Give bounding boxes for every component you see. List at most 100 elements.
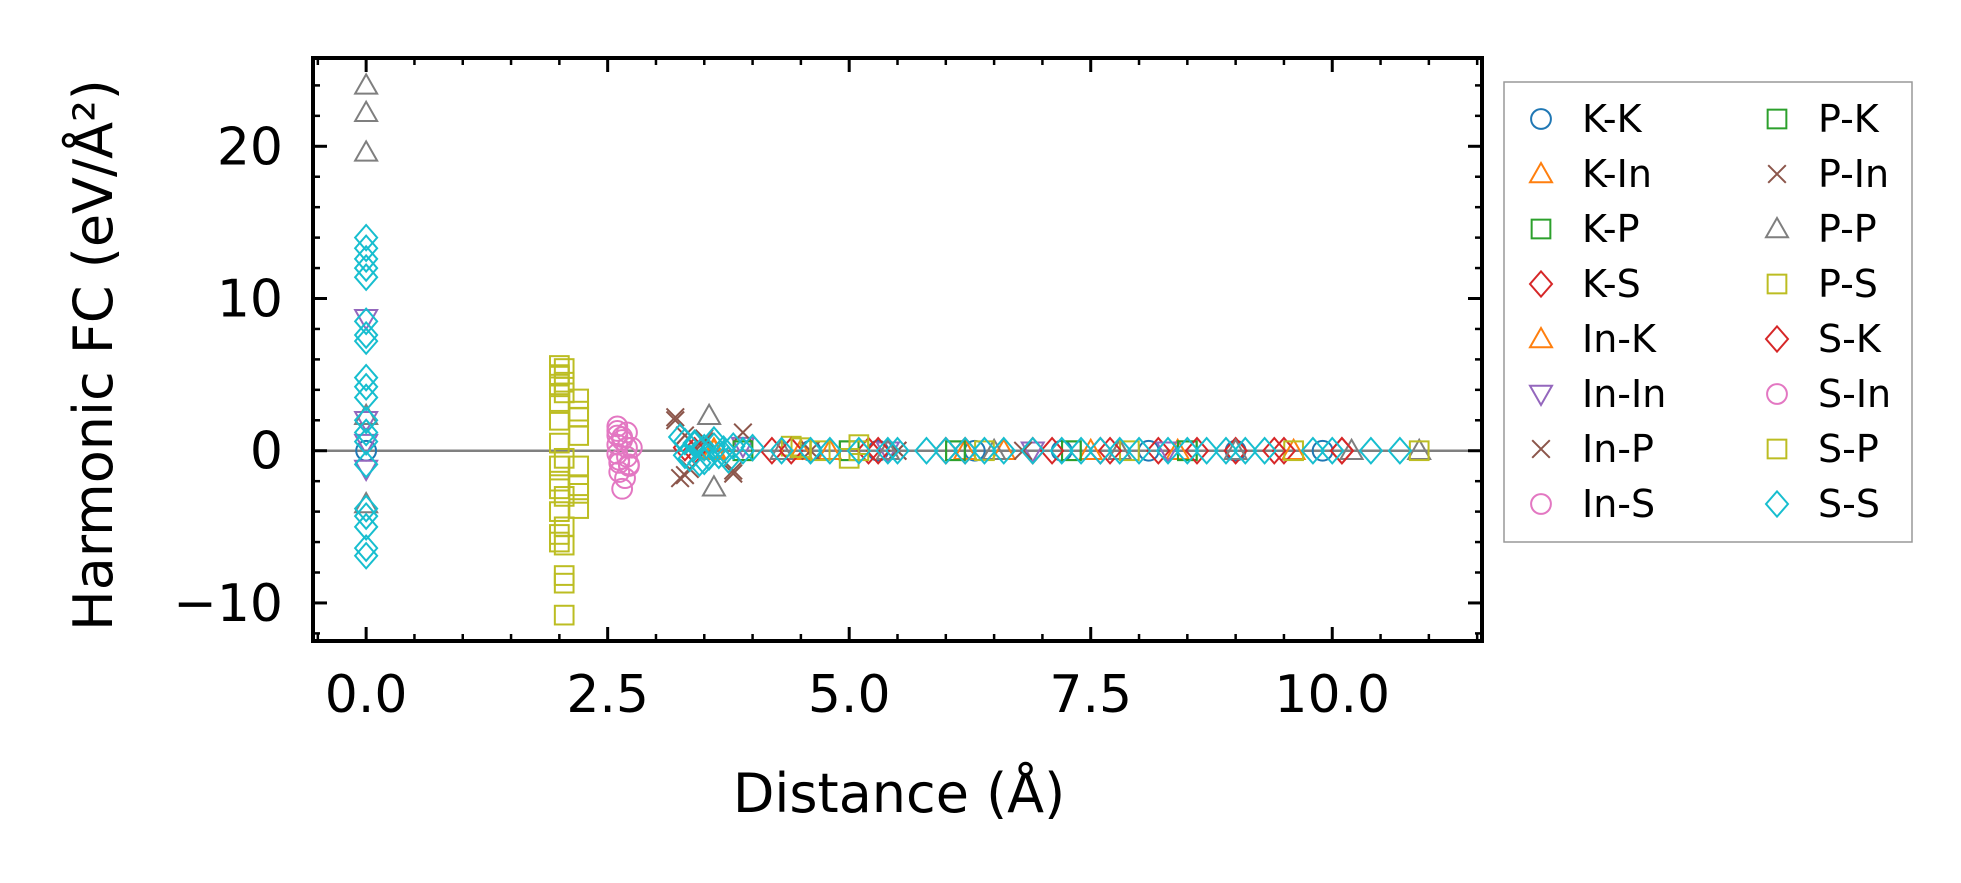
data-point bbox=[691, 433, 717, 462]
data-point bbox=[549, 524, 570, 545]
data-point bbox=[1184, 436, 1210, 465]
legend-marker bbox=[1766, 438, 1788, 460]
legend-marker bbox=[1766, 273, 1788, 295]
data-point bbox=[353, 406, 379, 435]
data-point bbox=[672, 441, 698, 470]
legend-label: K-In bbox=[1582, 152, 1652, 196]
legend: K-K K-In K-P K-S In-K In-In In-P In-S P-K P-In P-P… bbox=[1503, 81, 1913, 543]
data-point bbox=[568, 498, 590, 519]
data-point bbox=[553, 371, 575, 393]
data-point bbox=[790, 437, 812, 459]
data-point bbox=[701, 431, 727, 461]
data-point bbox=[553, 572, 575, 594]
legend-item: In-K bbox=[1528, 317, 1657, 361]
data-point bbox=[1222, 437, 1249, 460]
legend-marker bbox=[1531, 439, 1551, 459]
data-point bbox=[759, 436, 785, 465]
data-point bbox=[353, 433, 379, 457]
legend-item: In-In bbox=[1528, 372, 1666, 416]
data-point bbox=[353, 512, 379, 542]
x-tick-label: 2.5 bbox=[566, 665, 649, 725]
data-point bbox=[353, 320, 379, 350]
legend-label: S-In bbox=[1818, 372, 1891, 416]
series-s-in bbox=[606, 420, 640, 490]
data-point bbox=[353, 450, 379, 479]
series-s-s bbox=[353, 223, 1413, 570]
data-point bbox=[972, 436, 997, 465]
legend-label: K-P bbox=[1582, 207, 1640, 251]
data-point bbox=[1107, 436, 1133, 465]
data-point bbox=[353, 418, 379, 447]
data-point bbox=[1358, 436, 1384, 465]
legend-marker bbox=[1766, 108, 1788, 130]
data-point bbox=[1126, 436, 1152, 465]
x-tick-label: 5.0 bbox=[808, 665, 891, 725]
data-point bbox=[568, 475, 590, 497]
data-point bbox=[723, 464, 743, 484]
data-point bbox=[353, 72, 379, 95]
data-point bbox=[1013, 441, 1033, 461]
data-point bbox=[1155, 436, 1181, 465]
legend-label: K-K bbox=[1582, 97, 1643, 141]
data-point bbox=[549, 478, 570, 500]
data-point bbox=[616, 436, 638, 459]
legend-label: P-K bbox=[1818, 97, 1880, 141]
data-point bbox=[701, 474, 727, 497]
data-point bbox=[553, 447, 575, 469]
data-point bbox=[1194, 436, 1219, 465]
data-point bbox=[875, 437, 901, 460]
data-point bbox=[1020, 436, 1046, 465]
data-point bbox=[353, 363, 379, 392]
legend-marker bbox=[1530, 108, 1552, 130]
data-point bbox=[1175, 436, 1200, 465]
data-point bbox=[933, 436, 959, 465]
data-point bbox=[723, 461, 743, 481]
legend-item: S-K bbox=[1764, 317, 1882, 361]
legend-item: K-In bbox=[1528, 152, 1652, 196]
y-tick-label: 20 bbox=[217, 117, 283, 177]
legend-marker bbox=[1528, 160, 1554, 184]
legend-item: S-P bbox=[1766, 427, 1879, 471]
data-point bbox=[568, 425, 590, 446]
data-point bbox=[568, 400, 590, 422]
data-point bbox=[353, 99, 379, 123]
data-point bbox=[875, 441, 901, 464]
data-point bbox=[846, 436, 872, 465]
data-point bbox=[1300, 436, 1326, 465]
x-tick-label: 7.5 bbox=[1049, 665, 1132, 725]
data-point bbox=[553, 358, 575, 379]
data-point bbox=[665, 407, 685, 427]
data-point bbox=[817, 436, 843, 465]
data-point bbox=[353, 541, 379, 570]
legend-label: In-K bbox=[1582, 317, 1657, 361]
data-point bbox=[672, 427, 698, 456]
legend-item: P-S bbox=[1766, 262, 1878, 306]
legend-label: In-S bbox=[1582, 482, 1655, 526]
data-point bbox=[1252, 436, 1277, 465]
data-point bbox=[1232, 436, 1258, 465]
data-point bbox=[1039, 436, 1065, 465]
legend-item: K-S bbox=[1528, 262, 1641, 306]
legend-box bbox=[1503, 81, 1913, 543]
data-point bbox=[885, 436, 910, 465]
data-point bbox=[553, 565, 575, 586]
legend-item: In-P bbox=[1531, 427, 1654, 471]
data-point bbox=[606, 420, 629, 442]
data-point bbox=[1020, 441, 1046, 464]
data-point bbox=[353, 139, 379, 162]
data-point bbox=[1280, 437, 1307, 460]
legend-label: K-S bbox=[1582, 262, 1641, 306]
data-point bbox=[1088, 436, 1113, 465]
data-point bbox=[353, 234, 379, 263]
y-tick-label: 0 bbox=[250, 422, 283, 482]
data-point bbox=[788, 437, 814, 460]
legend-item: S-In bbox=[1766, 372, 1891, 416]
y-tick-label: −10 bbox=[173, 574, 283, 634]
data-point bbox=[682, 428, 707, 458]
data-point bbox=[549, 470, 570, 492]
legend-label: S-K bbox=[1818, 317, 1882, 361]
data-point bbox=[1387, 436, 1413, 465]
series-in-in bbox=[353, 309, 1181, 483]
legend-marker bbox=[1764, 215, 1790, 239]
data-point bbox=[991, 436, 1017, 465]
